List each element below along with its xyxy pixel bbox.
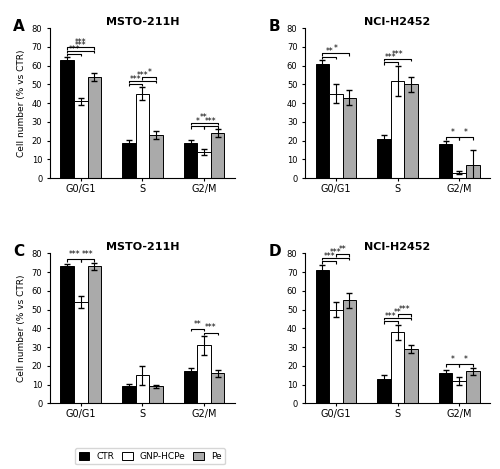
Bar [316,64,329,178]
Text: ***: *** [68,45,80,53]
Text: **: ** [326,47,333,56]
Bar [404,84,418,178]
Text: *: * [464,355,468,364]
Bar [466,165,479,178]
Text: ***: *** [392,50,404,59]
Title: MSTO-211H: MSTO-211H [106,17,179,27]
Bar [342,98,356,178]
Text: **: ** [394,309,402,318]
Text: ***: *** [330,249,342,257]
Title: MSTO-211H: MSTO-211H [106,242,179,252]
Legend: CTR, GNP-HCPe, Pe: CTR, GNP-HCPe, Pe [75,448,225,464]
Bar [60,266,74,403]
Text: ***: *** [324,252,335,261]
Text: ***: *** [82,250,94,259]
Text: *: * [148,68,151,77]
Bar [377,139,391,178]
Text: ***: *** [205,117,216,126]
Text: ***: *** [398,305,410,314]
Text: ***: *** [75,41,86,50]
Bar [316,270,329,403]
Bar [439,144,452,178]
Bar [211,133,224,178]
Text: *: * [196,117,199,126]
Bar [149,135,163,178]
Bar [122,386,136,403]
Bar [60,60,74,178]
Bar [439,373,452,403]
Text: A: A [13,19,25,34]
Bar [211,373,224,403]
Bar [198,152,211,178]
Bar [329,94,342,178]
Text: ***: *** [75,38,86,47]
Bar [88,266,101,403]
Bar [391,332,404,403]
Text: *: * [464,128,468,137]
Text: ***: *** [385,53,396,62]
Title: NCI-H2452: NCI-H2452 [364,17,430,27]
Text: **: ** [200,113,208,122]
Title: NCI-H2452: NCI-H2452 [364,242,430,252]
Text: *: * [450,128,454,137]
Bar [391,81,404,178]
Bar [452,173,466,178]
Bar [74,101,88,178]
Text: ***: *** [385,312,396,321]
Bar [452,381,466,403]
Bar [184,371,198,403]
Text: B: B [268,19,280,34]
Bar [329,310,342,403]
Bar [149,386,163,403]
Bar [342,300,356,403]
Text: ***: *** [205,323,216,332]
Text: **: ** [194,320,201,329]
Text: ***: *** [136,71,148,80]
Text: C: C [13,244,24,259]
Text: *: * [334,44,338,53]
Y-axis label: Cell number (% vs CTR): Cell number (% vs CTR) [17,49,26,157]
Bar [377,379,391,403]
Text: D: D [268,244,281,259]
Bar [122,143,136,178]
Bar [184,143,198,178]
Text: **: ** [339,245,346,254]
Y-axis label: Cell number (% vs CTR): Cell number (% vs CTR) [17,274,26,382]
Text: ***: *** [130,75,141,83]
Text: ***: *** [68,250,80,259]
Bar [136,94,149,178]
Bar [466,371,479,403]
Text: *: * [450,355,454,364]
Bar [198,345,211,403]
Bar [136,375,149,403]
Bar [404,349,418,403]
Bar [88,77,101,178]
Bar [74,302,88,403]
